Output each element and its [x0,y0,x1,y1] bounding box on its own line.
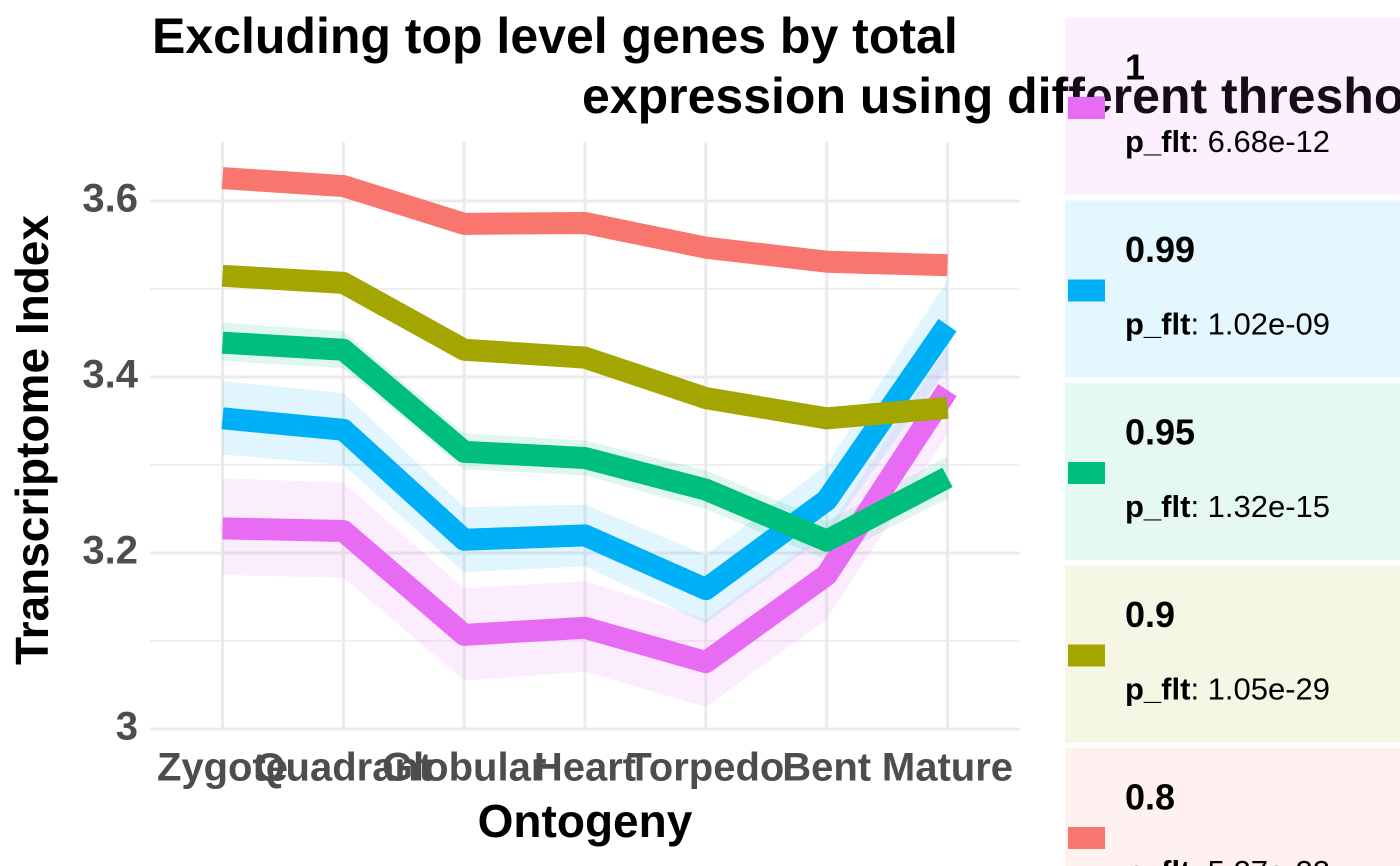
x-tick-label: Heart [534,746,636,790]
legend-background [1065,18,1400,195]
y-tick-label: 3.4 [82,353,138,397]
chart-title: expression using different thresholds [582,68,1400,124]
legend-note: p_flt: 5.27e-22 [1125,854,1330,866]
series-line [221,331,953,552]
series-line [221,167,948,277]
y-tick-label: 3.2 [82,529,138,573]
legend-background [1065,200,1400,378]
x-tick-label: Globular [382,746,546,790]
legend-key [1068,644,1105,667]
chart-title: Excluding top level genes by total [152,8,958,64]
legend-background [1065,748,1400,866]
series-line [221,318,957,601]
legend-note-value: : 6.68e-12 [1190,124,1330,159]
legend-note-label: p_flt [1125,124,1190,159]
y-axis-title: Transcriptome Index [6,215,58,665]
x-tick-label: Quadrant [254,746,432,790]
legend-background [1065,565,1400,743]
legend-note-value: : 1.02e-09 [1190,307,1330,342]
legend-key [1068,827,1105,849]
x-tick-label: Torpedo [627,746,784,790]
legend-label: 0.95 [1125,412,1195,453]
legend-note-value: : 1.05e-29 [1190,672,1330,707]
legend-label: 0.9 [1125,594,1175,635]
x-tick-label: Bent [782,746,871,790]
legend-note: p_flt: 1.02e-09 [1125,307,1330,342]
series-line [222,384,957,674]
legend-note: p_flt: 6.68e-12 [1125,124,1330,159]
legend-note-value: : 5.27e-22 [1190,854,1330,866]
y-tick-label: 3 [116,705,138,749]
series-line [221,264,949,430]
legend-key [1068,97,1105,119]
legend-label: 1 [1125,47,1145,88]
x-tick-label: Zygote [157,746,288,790]
legend: 1p_flt: 6.68e-120.99p_flt: 1.02e-090.95p… [1065,18,1400,866]
y-tick-label: 3.6 [82,177,138,221]
legend-note: p_flt: 1.32e-15 [1125,489,1330,524]
legend-key [1068,279,1105,302]
legend-note-label: p_flt [1125,489,1190,524]
confidence-band [222,322,948,561]
x-tick-label: Mature [882,746,1013,790]
legend-note-label: p_flt [1125,672,1190,707]
legend-note-label: p_flt [1125,307,1190,342]
legend-label: 0.8 [1125,777,1175,818]
legend-note-value: : 1.32e-15 [1190,489,1330,524]
legend-note: p_flt: 1.05e-29 [1125,672,1330,707]
legend-label: 0.99 [1125,229,1195,270]
legend-key [1068,462,1105,484]
legend-note-label: p_flt [1125,854,1190,866]
x-axis-title: Ontogeny [478,795,693,847]
legend-background [1065,383,1400,560]
